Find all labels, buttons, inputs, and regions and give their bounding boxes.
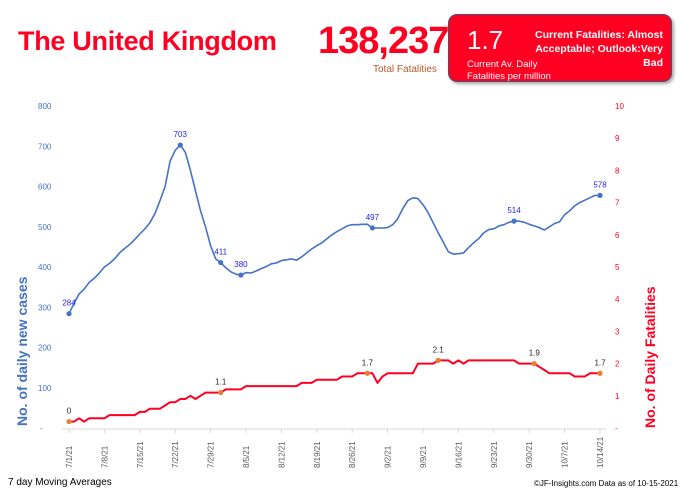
x-axis: 7/1/21 7/8/21 7/15/21 7/22/21 7/29/21 8/5/21 8…	[62, 428, 606, 468]
right-axis-tick-label: 3	[615, 327, 620, 336]
left-axis-tick-label: 500	[38, 223, 52, 232]
right-axis-tick-label: 7	[615, 199, 620, 208]
left-axis-tick-label: 600	[38, 183, 52, 192]
x-axis-tick-label: 9/9/21	[419, 445, 428, 468]
right-axis-tick-label: 2	[615, 360, 620, 369]
fatalities-data-label: 1.1	[215, 378, 227, 387]
status-box: 1.7 Current Av. Daily Fatalities per mil…	[448, 14, 672, 82]
x-axis-tick-label: 7/8/21	[100, 445, 109, 468]
x-axis-tick-label: 7/1/21	[65, 445, 74, 468]
x-axis-tick-label: 7/22/21	[171, 441, 180, 468]
left-axis-tick-label: 400	[38, 263, 52, 272]
right-axis-tick-label: 9	[615, 134, 620, 143]
left-axis-tick-label: 100	[38, 384, 52, 393]
footer-moving-average-note: 7 day Moving Averages	[8, 477, 112, 488]
cases-marker	[218, 259, 224, 266]
right-axis-tick-label: -	[615, 424, 618, 433]
fatalities-marker	[435, 357, 441, 363]
cases-data-label: 284	[62, 299, 76, 308]
current-daily-fatalities-label: Current Av. Daily Fatalities per million	[467, 59, 551, 83]
right-axis-tick-label: 10	[615, 102, 624, 111]
right-axis: - 1 2 3 4 5 6 7 8 9 10	[615, 102, 624, 433]
value-label-line1: Current Av. Daily	[467, 59, 538, 70]
left-axis-tick-label: 800	[38, 102, 52, 111]
fatalities-marker	[597, 370, 603, 376]
right-axis-title: No. of Daily Fatalities	[642, 286, 658, 428]
left-axis-title: No. of daily new cases	[14, 276, 30, 426]
fatalities-data-label: 1.9	[529, 349, 541, 358]
x-axis-tick-label: 10/14/21	[596, 436, 605, 468]
left-axis-tick-label: 300	[38, 303, 52, 312]
fatalities-marker	[66, 418, 72, 425]
right-axis-tick-label: 4	[615, 295, 620, 304]
left-axis-tick-label: 200	[38, 344, 52, 353]
x-axis-tick-label: 9/16/21	[454, 441, 463, 468]
current-daily-fatalities-value: 1.7	[467, 25, 504, 55]
x-axis-tick-label: 7/29/21	[207, 441, 216, 468]
fatalities-data-label: 1.7	[362, 358, 374, 367]
fatalities-data-label: 1.7	[594, 358, 606, 367]
x-axis-tick-label: 8/5/21	[242, 445, 251, 468]
status-line1: Current Fatalities: Almost	[535, 29, 663, 41]
fatalities-data-label: 0	[67, 407, 72, 416]
left-axis-tick-label: 700	[38, 142, 52, 151]
page-title: The United Kingdom	[18, 26, 277, 56]
right-axis-tick-label: 6	[615, 231, 620, 240]
annotation-layer: 284 703 411 380 497 514 578 0 1.1 1.7 2.1 1.9 1.7	[62, 130, 607, 425]
cases-data-label: 514	[507, 206, 521, 215]
cases-data-label: 411	[214, 248, 227, 257]
fatalities-marker	[364, 370, 370, 376]
fatalities-marker	[531, 361, 537, 367]
right-axis-tick-label: 5	[615, 263, 620, 272]
status-line2: Acceptable; Outlook:Very Bad	[535, 43, 663, 69]
cases-marker	[66, 311, 72, 317]
x-axis-tick-label: 9/23/21	[490, 441, 499, 468]
cases-data-label: 703	[174, 130, 188, 139]
cases-line	[68, 144, 600, 315]
cases-marker	[177, 142, 183, 148]
x-axis-tick-label: 7/15/21	[136, 441, 145, 468]
status-assessment: Current Fatalities: Almost Acceptable; O…	[513, 28, 663, 70]
x-axis-tick-label: 8/26/21	[348, 441, 357, 468]
cases-data-label: 578	[593, 180, 607, 189]
total-fatalities-value: 138,237	[318, 20, 449, 62]
x-axis-tick-label: 9/2/21	[384, 445, 393, 468]
cases-marker	[511, 218, 517, 224]
cases-data-label: 380	[234, 260, 248, 269]
cases-marker	[597, 192, 603, 198]
left-axis: - 100 200 300 400 500 600 700 800	[38, 102, 52, 433]
right-axis-tick-label: 8	[615, 166, 620, 175]
x-axis-tick-label: 8/12/21	[277, 441, 286, 468]
total-fatalities-label: Total Fatalities	[373, 64, 437, 75]
value-label-line2: Fatalities per million	[467, 71, 551, 82]
fatalities-marker	[218, 389, 224, 396]
x-axis-tick-label: 8/19/21	[313, 441, 322, 468]
left-axis-tick-label: -	[40, 424, 43, 433]
x-axis-tick-label: 10/7/21	[561, 441, 570, 468]
x-axis-tick-label: 9/30/21	[525, 441, 534, 468]
cases-data-label: 497	[366, 213, 380, 222]
fatalities-data-label: 2.1	[433, 345, 445, 354]
cases-marker	[369, 225, 376, 231]
footer-source: ©JF-Insights.com Data as of 10-15-2021	[534, 479, 679, 488]
cases-marker	[238, 272, 244, 278]
fatalities-line	[69, 359, 600, 423]
series-layer	[68, 144, 600, 423]
right-axis-tick-label: 1	[615, 392, 620, 401]
